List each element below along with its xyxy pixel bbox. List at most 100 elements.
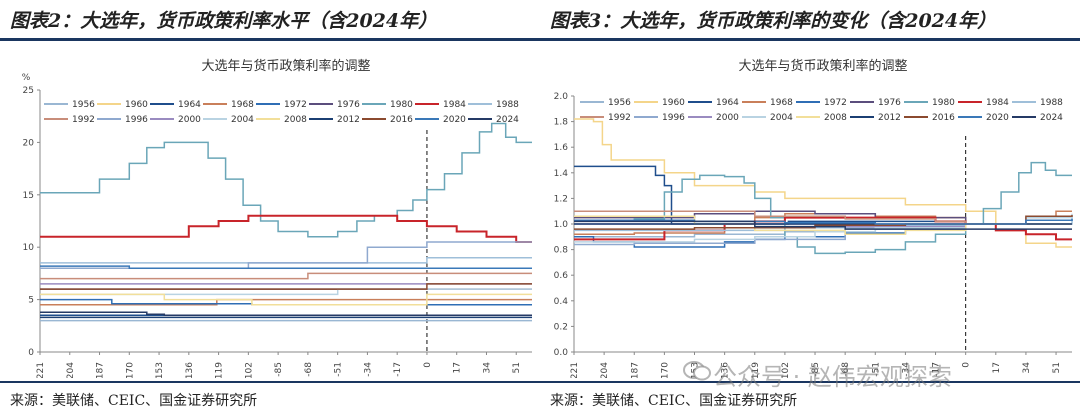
x-tick-label: -187 xyxy=(96,362,106,378)
legend-label-1984: 1984 xyxy=(443,100,466,110)
legend-label-1976: 1976 xyxy=(878,98,901,108)
x-tick-label: 0 xyxy=(423,362,433,368)
series-line-2016 xyxy=(40,283,532,290)
series-line-2008 xyxy=(574,215,1072,235)
x-tick-label: -85 xyxy=(274,362,284,377)
series-line-2024 xyxy=(40,311,532,317)
right-panel: 图表3：大选年，货币政策利率的变化（含2024年） 大选年与货币政策利率的调整 0… xyxy=(540,0,1080,417)
wechat-logo-icon xyxy=(683,361,711,381)
legend-label-1980: 1980 xyxy=(390,100,413,110)
legend-label-1964: 1964 xyxy=(716,98,739,108)
legend-label-2016: 2016 xyxy=(390,115,413,125)
x-tick-label: -68 xyxy=(841,362,851,377)
legend-label-1976: 1976 xyxy=(337,100,360,110)
y-tick-label: 2.0 xyxy=(554,92,569,102)
legend-label-1960: 1960 xyxy=(125,100,148,110)
x-tick-label: 17 xyxy=(453,362,463,373)
y-unit-label: % xyxy=(22,73,31,83)
series-line-1988 xyxy=(40,256,532,264)
x-tick-label: -85 xyxy=(811,362,821,377)
title-rule xyxy=(540,38,1080,41)
x-tick-label: -136 xyxy=(185,362,195,378)
x-tick-label: -34 xyxy=(901,362,911,377)
legend-label-2020: 2020 xyxy=(986,113,1009,123)
series-line-1972 xyxy=(40,298,532,306)
x-tick-label: -17 xyxy=(932,362,942,377)
x-tick-label: -204 xyxy=(66,362,76,378)
y-tick-label: 0 xyxy=(28,348,34,358)
legend-label-2000: 2000 xyxy=(178,115,201,125)
x-tick-label: -187 xyxy=(630,362,640,378)
legend-label-1956: 1956 xyxy=(72,100,95,110)
series-line-1992 xyxy=(574,210,1072,225)
y-tick-label: 1.4 xyxy=(554,169,569,179)
x-tick-label: 34 xyxy=(1022,362,1032,374)
x-tick-label: 34 xyxy=(482,362,492,374)
legend-label-2000: 2000 xyxy=(716,113,739,123)
series-line-1992 xyxy=(40,272,532,280)
y-tick-label: 5 xyxy=(28,296,34,306)
y-tick-label: 10 xyxy=(23,243,35,253)
y-tick-label: 25 xyxy=(23,86,34,96)
y-tick-label: 0.8 xyxy=(554,246,569,256)
legend-label-1972: 1972 xyxy=(284,100,307,110)
y-tick-label: 0.0 xyxy=(554,348,569,358)
legend-label-2008: 2008 xyxy=(284,115,307,125)
y-tick-label: 1.6 xyxy=(554,143,569,153)
legend-label-2004: 2004 xyxy=(770,113,793,123)
series-line-1968 xyxy=(40,298,532,306)
x-tick-label: -68 xyxy=(304,362,314,377)
legend-label-1988: 1988 xyxy=(1040,98,1063,108)
y-tick-label: 1.2 xyxy=(554,194,568,204)
legend-label-1996: 1996 xyxy=(125,115,148,125)
y-tick-label: 15 xyxy=(23,191,34,201)
series-line-2004 xyxy=(40,288,532,296)
left-panel: 图表2：大选年，货币政策利率水平（含2024年） 大选年与货币政策利率的调整% 0… xyxy=(0,10,540,409)
x-tick-label: -153 xyxy=(155,362,165,378)
x-tick-label: -17 xyxy=(393,362,403,377)
chart-title: 大选年与货币政策利率的调整 xyxy=(738,58,907,74)
legend-label-1988: 1988 xyxy=(496,100,519,110)
source-rule xyxy=(0,381,540,383)
series-line-1980 xyxy=(574,161,1072,255)
title-rule xyxy=(0,38,540,41)
x-tick-label: -221 xyxy=(570,362,580,378)
legend-label-2012: 2012 xyxy=(878,113,901,123)
source-note: 来源：美联储、CEIC、国金证券研究所 xyxy=(10,393,258,409)
x-tick-label: -136 xyxy=(721,362,731,378)
y-tick-label: 20 xyxy=(23,138,35,148)
source-note: 来源：美联储、CEIC、国金证券研究所 xyxy=(550,393,798,409)
legend-label-1960: 1960 xyxy=(662,98,685,108)
x-tick-label: -170 xyxy=(125,362,135,378)
x-tick-label: -51 xyxy=(334,362,344,377)
y-tick-label: 1.0 xyxy=(554,220,569,230)
series-line-1964 xyxy=(574,165,1072,225)
legend-label-1972: 1972 xyxy=(824,98,847,108)
x-tick-label: -170 xyxy=(660,362,670,378)
chart-title: 大选年与货币政策利率的调整 xyxy=(201,58,370,74)
x-tick-label: 17 xyxy=(992,362,1002,373)
legend-label-2020: 2020 xyxy=(443,115,466,125)
x-tick-label: -119 xyxy=(751,362,761,378)
y-tick-label: 1.8 xyxy=(554,118,569,128)
x-tick-label: -34 xyxy=(363,362,373,377)
series-line-2020 xyxy=(40,265,532,269)
legend-label-1980: 1980 xyxy=(932,98,955,108)
x-tick-label: -204 xyxy=(600,362,610,378)
x-tick-label: 51 xyxy=(1052,362,1062,373)
figure-title: 图表3：大选年，货币政策利率的变化（含2024年） xyxy=(550,10,997,32)
series-line-1996 xyxy=(40,241,532,269)
y-tick-label: 0.2 xyxy=(554,322,568,332)
legend-label-1992: 1992 xyxy=(608,113,631,123)
legend-label-2016: 2016 xyxy=(932,113,955,123)
legend-label-1968: 1968 xyxy=(231,100,254,110)
x-tick-label: -221 xyxy=(36,362,46,378)
rate-change-chart: 大选年与货币政策利率的调整 0.0 0.2 0.4 0.6 0.8 1.0 1.2 1.4 1.6… xyxy=(554,58,1073,378)
x-tick-label: -102 xyxy=(781,362,791,378)
x-tick-label: -51 xyxy=(871,362,881,377)
legend-label-1964: 1964 xyxy=(178,100,201,110)
legend-label-1968: 1968 xyxy=(770,98,793,108)
legend-label-2024: 2024 xyxy=(1040,113,1063,123)
x-tick-label: 51 xyxy=(512,362,522,373)
